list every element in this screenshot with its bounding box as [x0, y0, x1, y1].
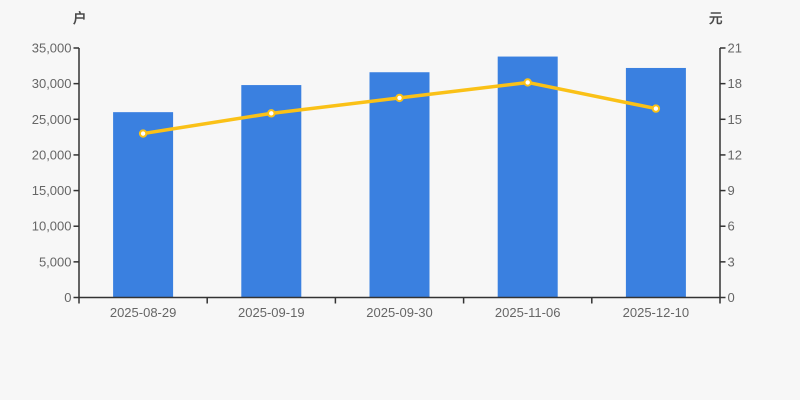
right-axis-tick-label: 12	[728, 147, 742, 162]
left-axis-tick-label: 30,000	[32, 76, 72, 91]
bar[interactable]	[369, 72, 430, 298]
x-axis-category-label: 2025-09-19	[238, 305, 305, 320]
bar[interactable]	[113, 112, 174, 298]
x-axis-category-label: 2025-12-10	[623, 305, 690, 320]
left-axis-tick-label: 15,000	[32, 183, 72, 198]
right-axis-unit-label: 元	[709, 11, 723, 26]
left-axis-tick-label: 10,000	[32, 219, 72, 234]
left-axis-tick-label: 20,000	[32, 147, 72, 162]
bar[interactable]	[241, 85, 302, 298]
x-axis-category-label: 2025-08-29	[110, 305, 177, 320]
right-axis-tick-label: 3	[728, 254, 735, 269]
line-data-point[interactable]	[138, 129, 148, 138]
right-axis-tick-label: 21	[728, 41, 742, 56]
line-data-point[interactable]	[395, 93, 404, 103]
line-data-point[interactable]	[267, 109, 276, 118]
line-data-point[interactable]	[523, 78, 532, 87]
line-data-point[interactable]	[651, 104, 661, 113]
left-axis-tick-label: 5,000	[39, 254, 72, 269]
left-axis-tick-label: 0	[64, 290, 71, 305]
right-axis-tick-label: 18	[728, 76, 742, 91]
x-axis-category-label: 2025-11-06	[495, 305, 561, 320]
bar[interactable]	[497, 56, 558, 298]
right-axis-tick-label: 15	[728, 112, 742, 127]
left-axis-tick-label: 25,000	[32, 112, 72, 127]
x-axis-category-label: 2025-09-30	[366, 305, 433, 320]
right-axis-tick-label: 6	[728, 219, 735, 234]
left-axis-tick-label: 35,000	[32, 41, 72, 56]
bar[interactable]	[625, 67, 686, 298]
right-axis-tick-label: 0	[728, 290, 735, 305]
left-axis-unit-label: 户	[73, 11, 87, 26]
right-axis-tick-label: 9	[728, 183, 735, 198]
